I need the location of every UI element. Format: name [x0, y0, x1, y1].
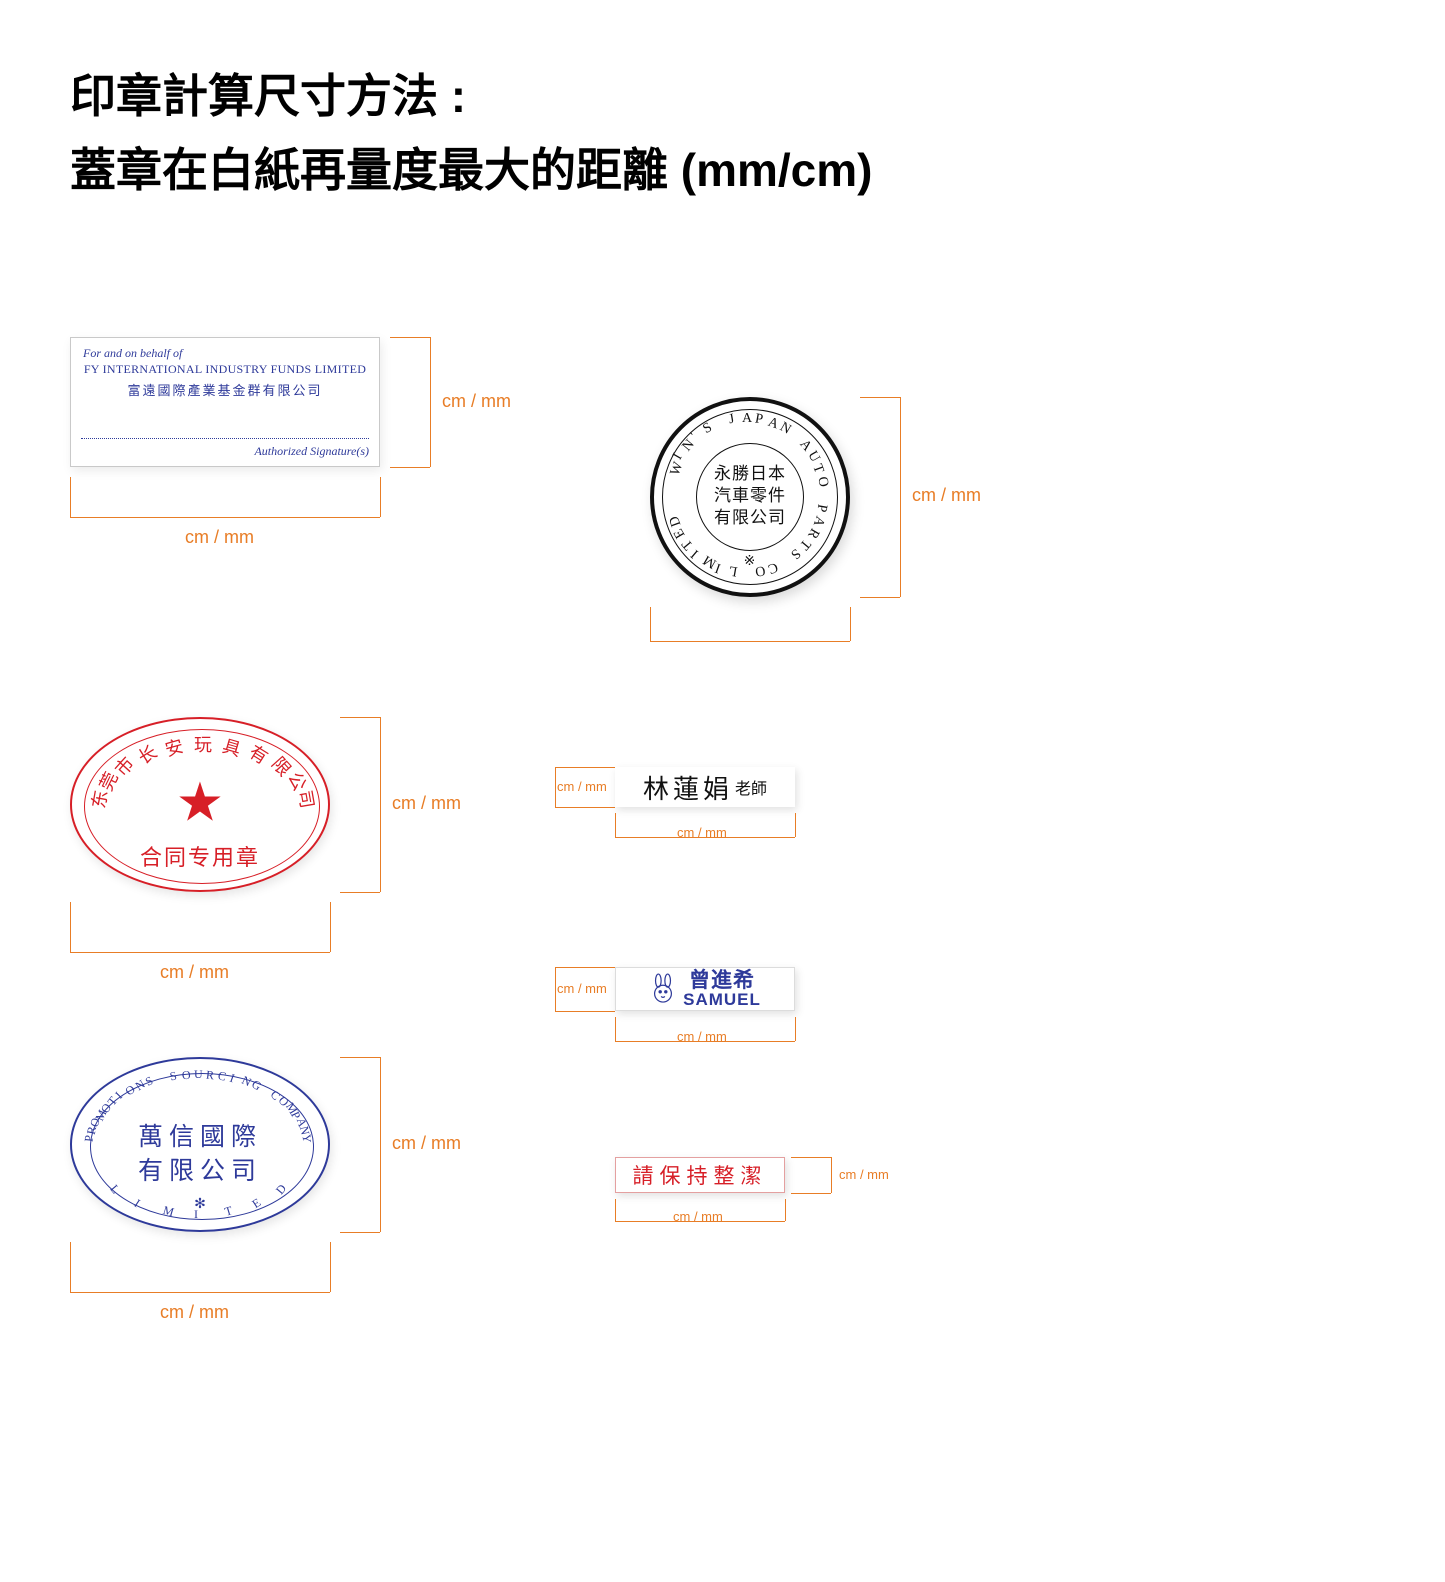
stamp5-sub: 老師: [735, 775, 767, 799]
stamp6-en: SAMUEL: [683, 991, 761, 1008]
stamp1-line1: For and on behalf of: [83, 346, 182, 361]
stamp3-oval: PROMOTIONS SOURCING COMPANY LIMITED 萬信國際…: [70, 1057, 330, 1232]
stamp1-dotted-line: [81, 438, 369, 439]
stamp2-oval: 东莞市长安玩具有限公司 ★ 合同专用章: [70, 717, 330, 892]
stamp7-text: 請保持整潔: [633, 1160, 768, 1190]
stamp1-rectangle: For and on behalf of FY INTERNATIONAL IN…: [70, 337, 380, 467]
stamp3-center2: 有限公司: [72, 1151, 328, 1187]
stamp2-cell: 东莞市长安玩具有限公司 ★ 合同专用章 cm / mm cm / mm: [70, 717, 590, 997]
stamp1-height-label: cm / mm: [442, 391, 511, 412]
stamp1-cell: For and on behalf of FY INTERNATIONAL IN…: [70, 337, 590, 567]
stamp3-center1: 萬信國際: [72, 1117, 328, 1153]
stamp3-cell: PROMOTIONS SOURCING COMPANY LIMITED 萬信國際…: [70, 1057, 590, 1337]
heading-line1: 印章計算尺寸方法 :: [70, 60, 1375, 134]
stamp7-height-label: cm / mm: [839, 1167, 889, 1182]
stamp5-width-label: cm / mm: [677, 825, 727, 840]
stamp1-width-label: cm / mm: [185, 527, 254, 548]
stamp7-width-label: cm / mm: [673, 1209, 723, 1224]
stamp4-cell: WIN'S JAPAN AUTO PARTS CO LIMITED 永勝日本 汽…: [650, 397, 1070, 687]
bunny-icon: [649, 973, 677, 1005]
stamp4-symbol: ※: [654, 553, 846, 570]
stamp2-bottom-text: 合同专用章: [72, 840, 328, 872]
stamp3-height-label: cm / mm: [392, 1133, 461, 1154]
stamp1-line4: Authorized Signature(s): [254, 444, 369, 459]
stamp5-cell: cm / mm 林蓮娟 老師 cm / mm: [615, 767, 935, 867]
stamp5-main: 林蓮娟: [643, 769, 733, 806]
stamp6-name: 曾進希 SAMUEL: [615, 967, 795, 1011]
stamp6-width-label: cm / mm: [677, 1029, 727, 1044]
stamp2-width-label: cm / mm: [160, 962, 229, 983]
right-column: cm / mm 曾進希 SAMUEL: [615, 967, 975, 1257]
stamp1-line2: FY INTERNATIONAL INDUSTRY FUNDS LIMITED: [71, 362, 379, 377]
stamp1-line3: 富遠國際產業基金群有限公司: [71, 380, 379, 399]
heading-line2: 蓋章在白紙再量度最大的距離 (mm/cm): [70, 134, 1375, 208]
stamp4-height-label: cm / mm: [912, 485, 981, 506]
stamp7-text-stamp: 請保持整潔: [615, 1157, 785, 1193]
stamp6-height-label: cm / mm: [557, 981, 607, 996]
asterisk-icon: ✻: [72, 1195, 328, 1212]
stamp3-width-label: cm / mm: [160, 1302, 229, 1323]
stamp4-line3: 有限公司: [654, 503, 846, 528]
stamps-container: For and on behalf of FY INTERNATIONAL IN…: [70, 337, 1375, 1337]
stamp4-circle: WIN'S JAPAN AUTO PARTS CO LIMITED 永勝日本 汽…: [650, 397, 850, 597]
stamp6-cn: 曾進希: [689, 970, 755, 991]
stamp5-height-label: cm / mm: [557, 779, 607, 794]
stamp2-height-label: cm / mm: [392, 793, 461, 814]
star-icon: ★: [176, 775, 224, 829]
stamp5-name: 林蓮娟 老師: [615, 767, 795, 807]
